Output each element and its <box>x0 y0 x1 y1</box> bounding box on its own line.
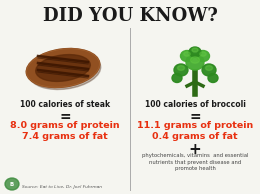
Text: 11.1 grams of protein: 11.1 grams of protein <box>137 121 253 130</box>
Text: 0.4 grams of fat: 0.4 grams of fat <box>152 132 238 141</box>
Ellipse shape <box>184 52 190 56</box>
Ellipse shape <box>197 50 210 61</box>
Ellipse shape <box>26 48 100 87</box>
Text: =: = <box>59 110 71 124</box>
Ellipse shape <box>205 66 212 70</box>
Ellipse shape <box>172 74 182 82</box>
Ellipse shape <box>192 48 198 52</box>
Ellipse shape <box>180 50 193 61</box>
Text: 7.4 grams of fat: 7.4 grams of fat <box>22 132 108 141</box>
Ellipse shape <box>5 178 19 190</box>
Ellipse shape <box>189 47 201 57</box>
Ellipse shape <box>26 48 100 87</box>
Ellipse shape <box>191 57 199 63</box>
Text: =: = <box>189 110 201 124</box>
Ellipse shape <box>186 54 204 70</box>
Ellipse shape <box>36 55 90 81</box>
Text: Source: Eat to Live, Dr. Joel Fuhrman: Source: Eat to Live, Dr. Joel Fuhrman <box>22 185 102 189</box>
Text: B: B <box>10 182 14 186</box>
Ellipse shape <box>208 74 218 82</box>
Text: +: + <box>188 142 202 157</box>
Text: 100 calories of steak: 100 calories of steak <box>20 100 110 109</box>
Text: 100 calories of broccoli: 100 calories of broccoli <box>145 100 245 109</box>
Ellipse shape <box>200 52 206 56</box>
Text: DID YOU KNOW?: DID YOU KNOW? <box>43 7 217 25</box>
Text: phytochemicals, vitamins  and essential
nutrients that prevent disease and
promo: phytochemicals, vitamins and essential n… <box>142 153 248 171</box>
Ellipse shape <box>202 64 216 76</box>
Text: 8.0 grams of protein: 8.0 grams of protein <box>10 121 120 130</box>
Ellipse shape <box>29 53 101 89</box>
Ellipse shape <box>174 64 188 76</box>
Ellipse shape <box>178 66 185 70</box>
